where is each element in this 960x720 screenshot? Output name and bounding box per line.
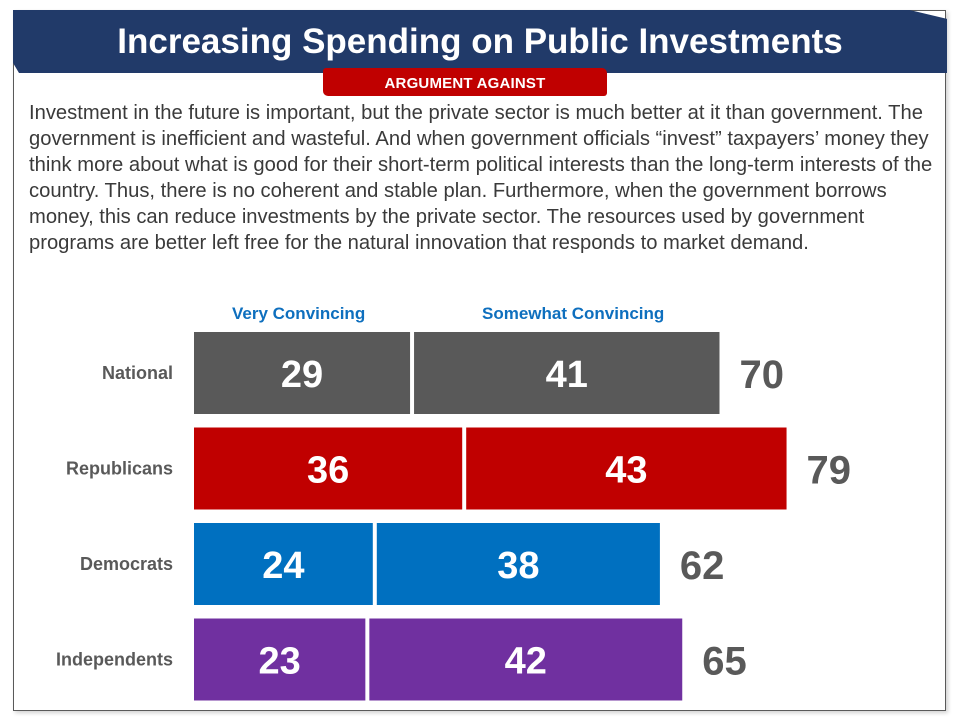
bar-republicans-very-convincing <box>194 427 463 510</box>
bar-label-independents-very-convincing: 23 <box>259 641 301 683</box>
bar-label-democrats-very-convincing: 24 <box>262 545 304 587</box>
total-label-national: 70 <box>740 353 785 397</box>
bar-label-national-somewhat-convincing: 41 <box>546 354 588 396</box>
legend-somewhat-convincing: Somewhat Convincing <box>482 304 665 323</box>
bar-republicans-somewhat-convincing <box>466 427 787 510</box>
bar-independents-very-convincing <box>194 618 366 701</box>
row-label-independents: Independents <box>56 650 173 670</box>
bar-label-democrats-somewhat-convincing: 38 <box>497 545 539 587</box>
bar-democrats-somewhat-convincing <box>376 523 660 605</box>
bar-democrats-very-convincing <box>194 523 373 605</box>
legend-very-convincing: Very Convincing <box>232 304 366 323</box>
row-label-republicans: Republicans <box>66 459 173 479</box>
bar-label-independents-somewhat-convincing: 42 <box>505 641 547 683</box>
row-label-democrats: Democrats <box>80 554 173 574</box>
bar-independents-somewhat-convincing <box>369 618 683 701</box>
row-label-national: National <box>102 363 173 383</box>
bar-label-national-very-convincing: 29 <box>281 354 323 396</box>
header-band <box>13 10 947 73</box>
total-label-independents: 65 <box>702 640 747 684</box>
total-label-democrats: 62 <box>680 544 725 588</box>
bar-label-republicans-somewhat-convincing: 43 <box>605 450 647 492</box>
bar-national-somewhat-convincing <box>414 332 720 414</box>
bar-label-republicans-very-convincing: 36 <box>307 450 349 492</box>
argument-text: Investment in the future is important, b… <box>29 102 933 255</box>
page-title: Increasing Spending on Public Investment… <box>117 22 843 61</box>
total-label-republicans: 79 <box>807 449 852 493</box>
bar-national-very-convincing <box>194 332 411 414</box>
argument-badge: ARGUMENT AGAINST <box>323 68 607 96</box>
